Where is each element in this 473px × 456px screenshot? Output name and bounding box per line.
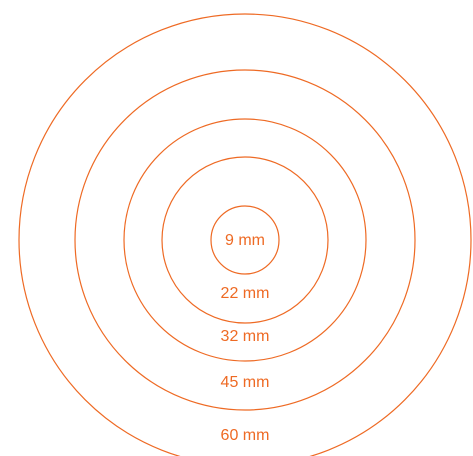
ring-label-60mm: 60 mm	[221, 427, 270, 444]
ring-label-32mm: 32 mm	[221, 328, 270, 345]
ring-label-45mm: 45 mm	[221, 374, 270, 391]
ring-32mm	[123, 118, 367, 362]
ring-label-9mm: 9 mm	[225, 232, 265, 249]
ring-9mm	[210, 205, 280, 275]
ring-45mm	[74, 69, 416, 411]
ring-22mm	[161, 156, 329, 324]
ring-60mm	[18, 13, 472, 456]
ring-label-22mm: 22 mm	[221, 285, 270, 302]
